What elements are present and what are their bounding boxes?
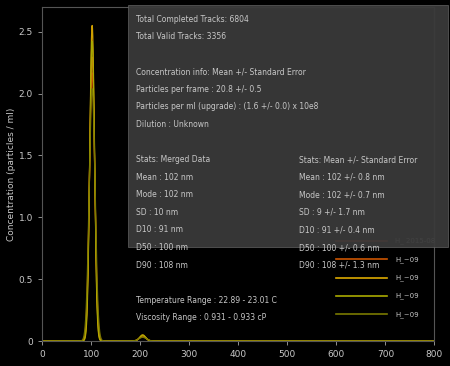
Text: Mean : 102 +/- 0.8 nm: Mean : 102 +/- 0.8 nm [299,173,385,182]
Text: Total Completed Tracks: 6804: Total Completed Tracks: 6804 [136,15,249,24]
Text: H_~09: H_~09 [395,274,419,281]
Text: D90 : 108 nm: D90 : 108 nm [136,261,188,270]
Text: Concentration info: Mean +/- Standard Error: Concentration info: Mean +/- Standard Er… [136,67,306,76]
Text: D10 : 91 nm: D10 : 91 nm [136,225,183,235]
Text: H_~09: H_~09 [395,292,419,299]
Text: D90 : 108 +/- 1.3 nm: D90 : 108 +/- 1.3 nm [299,261,380,270]
Text: Stats: Mean +/- Standard Error: Stats: Mean +/- Standard Error [299,155,418,164]
Text: Dilution : Unknown: Dilution : Unknown [136,120,209,129]
Text: SD : 9 +/- 1.7 nm: SD : 9 +/- 1.7 nm [299,208,365,217]
Text: Particles per frame : 20.8 +/- 0.5: Particles per frame : 20.8 +/- 0.5 [136,85,262,94]
Text: H_ 2015-08: H_ 2015-08 [395,238,436,244]
Text: Viscosity Range : 0.931 - 0.933 cP: Viscosity Range : 0.931 - 0.933 cP [136,313,266,322]
Text: Stats: Merged Data: Stats: Merged Data [136,155,211,164]
Y-axis label: Concentration (particles / ml): Concentration (particles / ml) [7,107,16,241]
Text: Mode : 102 nm: Mode : 102 nm [136,190,194,199]
Text: Particles per ml (upgrade) : (1.6 +/- 0.0) x 10e8: Particles per ml (upgrade) : (1.6 +/- 0.… [136,102,319,112]
Text: D50 : 100 nm: D50 : 100 nm [136,243,189,252]
Text: H_~09: H_~09 [395,311,419,318]
Text: H_~09: H_~09 [395,256,419,262]
Text: Temperature Range : 22.89 - 23.01 C: Temperature Range : 22.89 - 23.01 C [136,296,277,305]
Text: D10 : 91 +/- 0.4 nm: D10 : 91 +/- 0.4 nm [299,225,375,235]
Text: Mode : 102 +/- 0.7 nm: Mode : 102 +/- 0.7 nm [299,190,385,199]
Text: SD : 10 nm: SD : 10 nm [136,208,179,217]
Text: D50 : 100 +/- 0.6 nm: D50 : 100 +/- 0.6 nm [299,243,380,252]
Text: Mean : 102 nm: Mean : 102 nm [136,173,194,182]
Text: Total Valid Tracks: 3356: Total Valid Tracks: 3356 [136,32,226,41]
